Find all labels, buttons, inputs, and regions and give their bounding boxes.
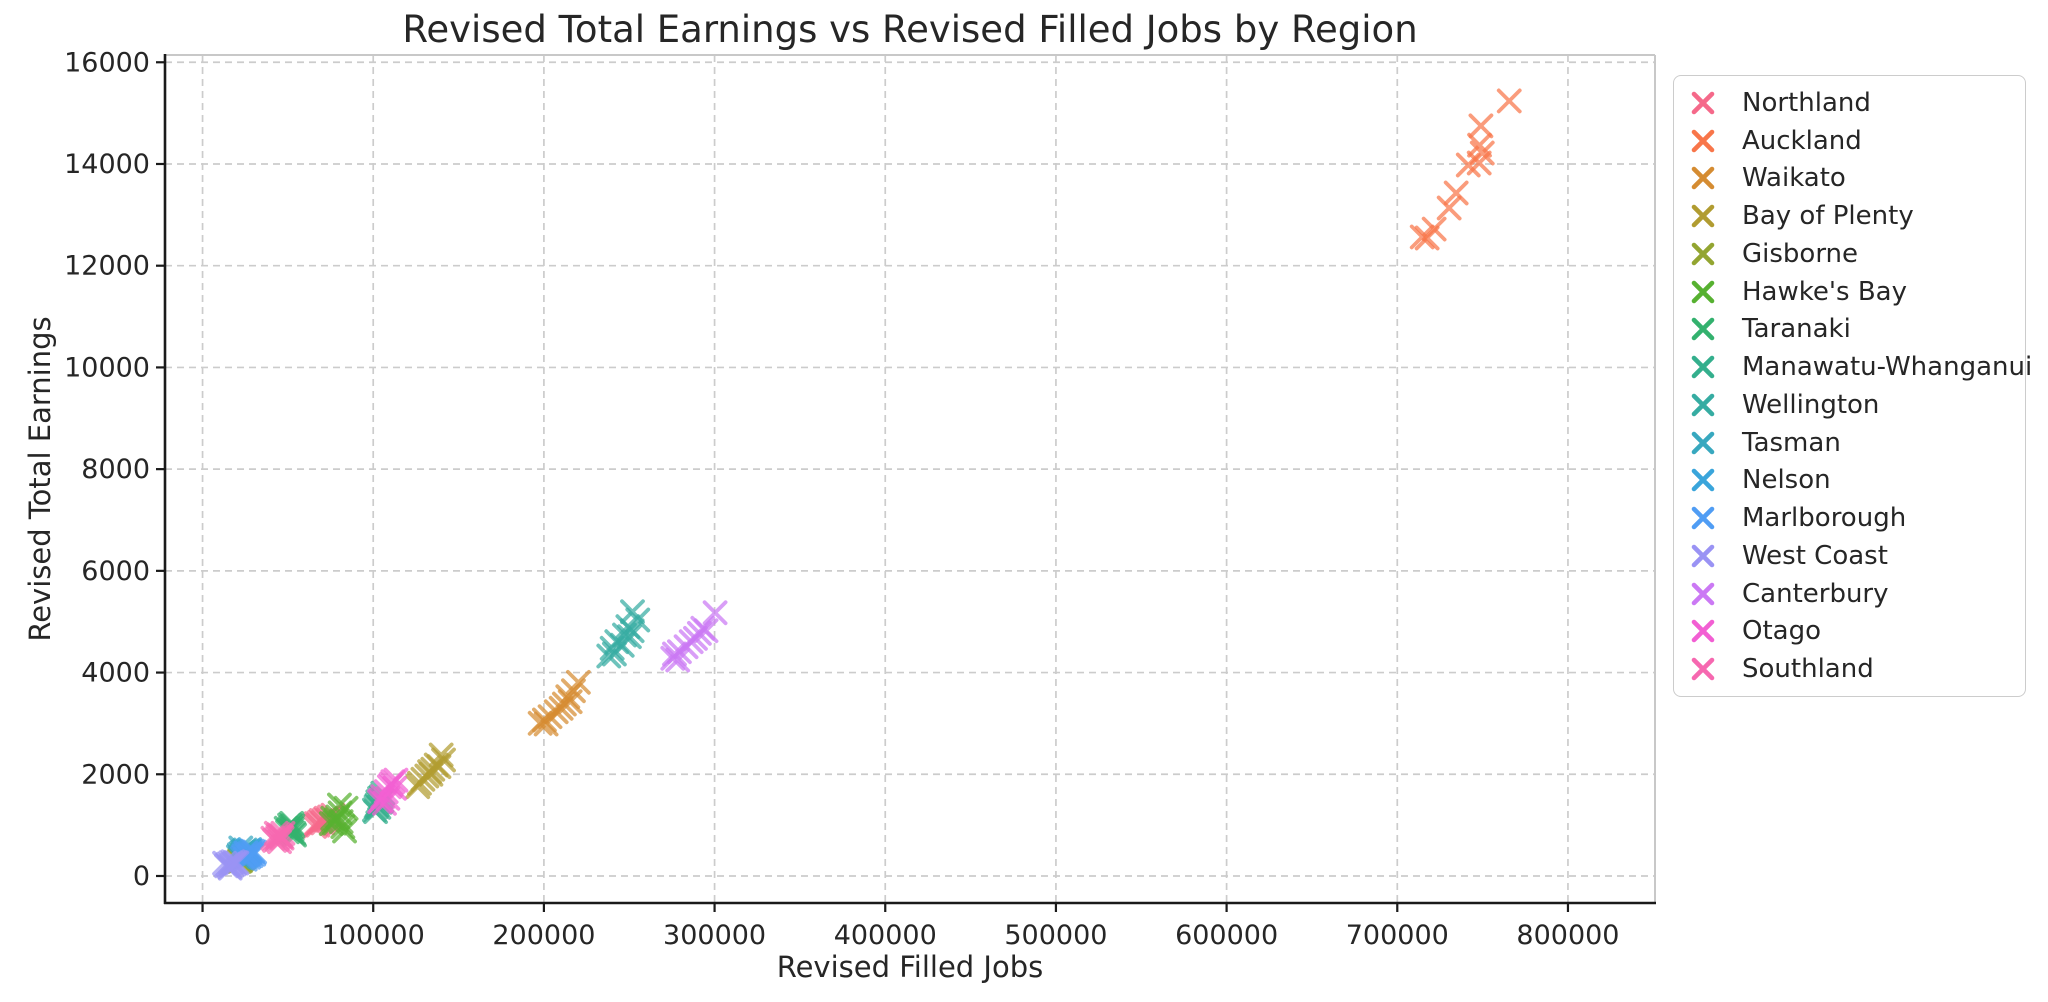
y-tick-label-12000: 12000 [64,251,150,282]
legend-label-auckland: Auckland [1742,125,1862,156]
x-tick-label-300000: 300000 [663,920,766,951]
scatter-point-bay-of-plenty [431,747,456,773]
legend-label-bay-of-plenty: Bay of Plenty [1742,201,1914,232]
legend-label-tasman: Tasman [1742,427,1841,458]
scatter-point-southland [270,820,296,846]
scatter-point-auckland [1409,224,1435,250]
y-tick-label-2000: 2000 [81,759,150,790]
legend-label-hawke-s-bay: Hawke's Bay [1742,276,1907,307]
legend-marker-x-icon [1691,318,1715,341]
legend-label-west-coast: West Coast [1742,540,1888,571]
x-axis-label: Revised Filled Jobs [776,950,1044,984]
legend-item-nelson: Nelson [1688,462,2025,498]
legend-marker-x-icon [1691,469,1715,492]
x-tick-label-0: 0 [194,920,211,951]
x-tick-label-600000: 600000 [1175,920,1278,951]
legend-marker-x-icon [1691,582,1715,605]
scatter-point-west-coast [224,850,250,876]
scatter-point-waikato [565,669,591,695]
scatter-point-canterbury [702,600,728,626]
x-tick-label-800000: 800000 [1516,920,1619,951]
chart-title: Revised Total Earnings vs Revised Filled… [402,8,1418,51]
legend-marker-x-icon [1691,129,1715,152]
scatter-point-auckland [1443,180,1469,206]
legend-label-manawatu-whanganui: Manawatu-Whanganui [1742,352,2033,383]
scatter-point-otago [382,775,407,801]
scatter-point-wellington [617,624,642,650]
legend-marker-x-icon [1691,280,1715,303]
y-tick-label-16000: 16000 [64,47,150,78]
legend-item-tasman: Tasman [1688,425,2025,461]
legend-marker-x-icon [1691,242,1715,266]
legend-item-bay-of-plenty: Bay of Plenty [1688,198,2025,234]
legend-item-northland: Northland [1688,85,2025,121]
y-tick-label-0: 0 [133,861,150,892]
legend-item-taranaki: Taranaki [1688,311,2025,347]
scatter-point-auckland [1436,195,1462,221]
scatter-point-otago [383,767,409,793]
scatter-point-hawke-s-bay [332,818,357,844]
legend-label-wellington: Wellington [1742,389,1880,420]
legend-item-manawatu-whanganui: Manawatu-Whanganui [1688,349,2032,385]
y-tick-label-6000: 6000 [81,556,150,587]
legend-marker-x-icon [1691,620,1715,643]
scatter-point-canterbury [665,647,691,673]
scatter-point-auckland [1468,113,1494,139]
legend-marker-x-icon [1691,506,1715,530]
scatter-point-hawke-s-bay [333,795,359,821]
legend-label-taranaki: Taranaki [1742,314,1851,345]
legend-marker-x-icon [1691,393,1715,417]
y-tick-label-8000: 8000 [81,454,150,485]
x-tick-label-100000: 100000 [322,920,425,951]
scatter-point-marlborough [242,839,268,865]
legend-label-canterbury: Canterbury [1742,578,1889,609]
x-tick-label-500000: 500000 [1004,920,1107,951]
scatter-point-canterbury [693,618,719,644]
x-tick-label-200000: 200000 [492,920,595,951]
y-tick-label-10000: 10000 [64,352,150,383]
y-axis-label: Revised Total Earnings [23,316,57,642]
y-tick-label-4000: 4000 [81,658,150,689]
scatter-point-wellington [596,643,622,669]
legend-marker-x-icon [1691,544,1715,568]
scatter-point-auckland [1467,132,1492,158]
legend-item-gisborne: Gisborne [1688,236,2025,272]
legend-item-west-coast: West Coast [1688,538,2025,574]
legend-label-southland: Southland [1742,654,1874,685]
legend-item-auckland: Auckland [1688,123,2025,159]
legend-label-marlborough: Marlborough [1742,503,1907,534]
legend: Northland Auckland Waikato Bay of Plenty Gis… [1673,75,2032,697]
y-tick-label-14000: 14000 [64,149,150,180]
scatter-point-waikato [551,691,577,717]
legend-item-wellington: Wellington [1688,387,2025,423]
legend-item-hawke-s-bay: Hawke's Bay [1688,274,2025,310]
legend-item-canterbury: Canterbury [1688,576,2025,612]
scatter-point-auckland [1421,216,1447,242]
legend-item-otago: Otago [1688,613,2025,649]
legend-marker-x-icon [1691,355,1715,379]
legend-marker-x-icon [1691,91,1715,115]
scatter-point-auckland [1469,140,1495,166]
scatter-point-auckland [1496,88,1522,114]
x-tick-label-700000: 700000 [1346,920,1449,951]
legend-label-waikato: Waikato [1742,163,1846,194]
scatter-point-southland [269,825,295,851]
legend-label-otago: Otago [1742,616,1822,647]
legend-label-northland: Northland [1742,87,1871,118]
legend-label-gisborne: Gisborne [1742,238,1859,269]
legend-item-marlborough: Marlborough [1688,500,2025,536]
scatter-point-wellington [625,607,651,633]
legend-label-nelson: Nelson [1742,465,1831,496]
legend-item-waikato: Waikato [1688,160,2025,196]
x-tick-label-400000: 400000 [834,920,937,951]
legend-marker-x-icon [1691,167,1715,190]
legend-marker-x-icon [1691,431,1715,454]
legend-marker-x-icon [1691,204,1715,228]
legend-item-southland: Southland [1688,651,2025,687]
legend-marker-x-icon [1691,657,1715,681]
